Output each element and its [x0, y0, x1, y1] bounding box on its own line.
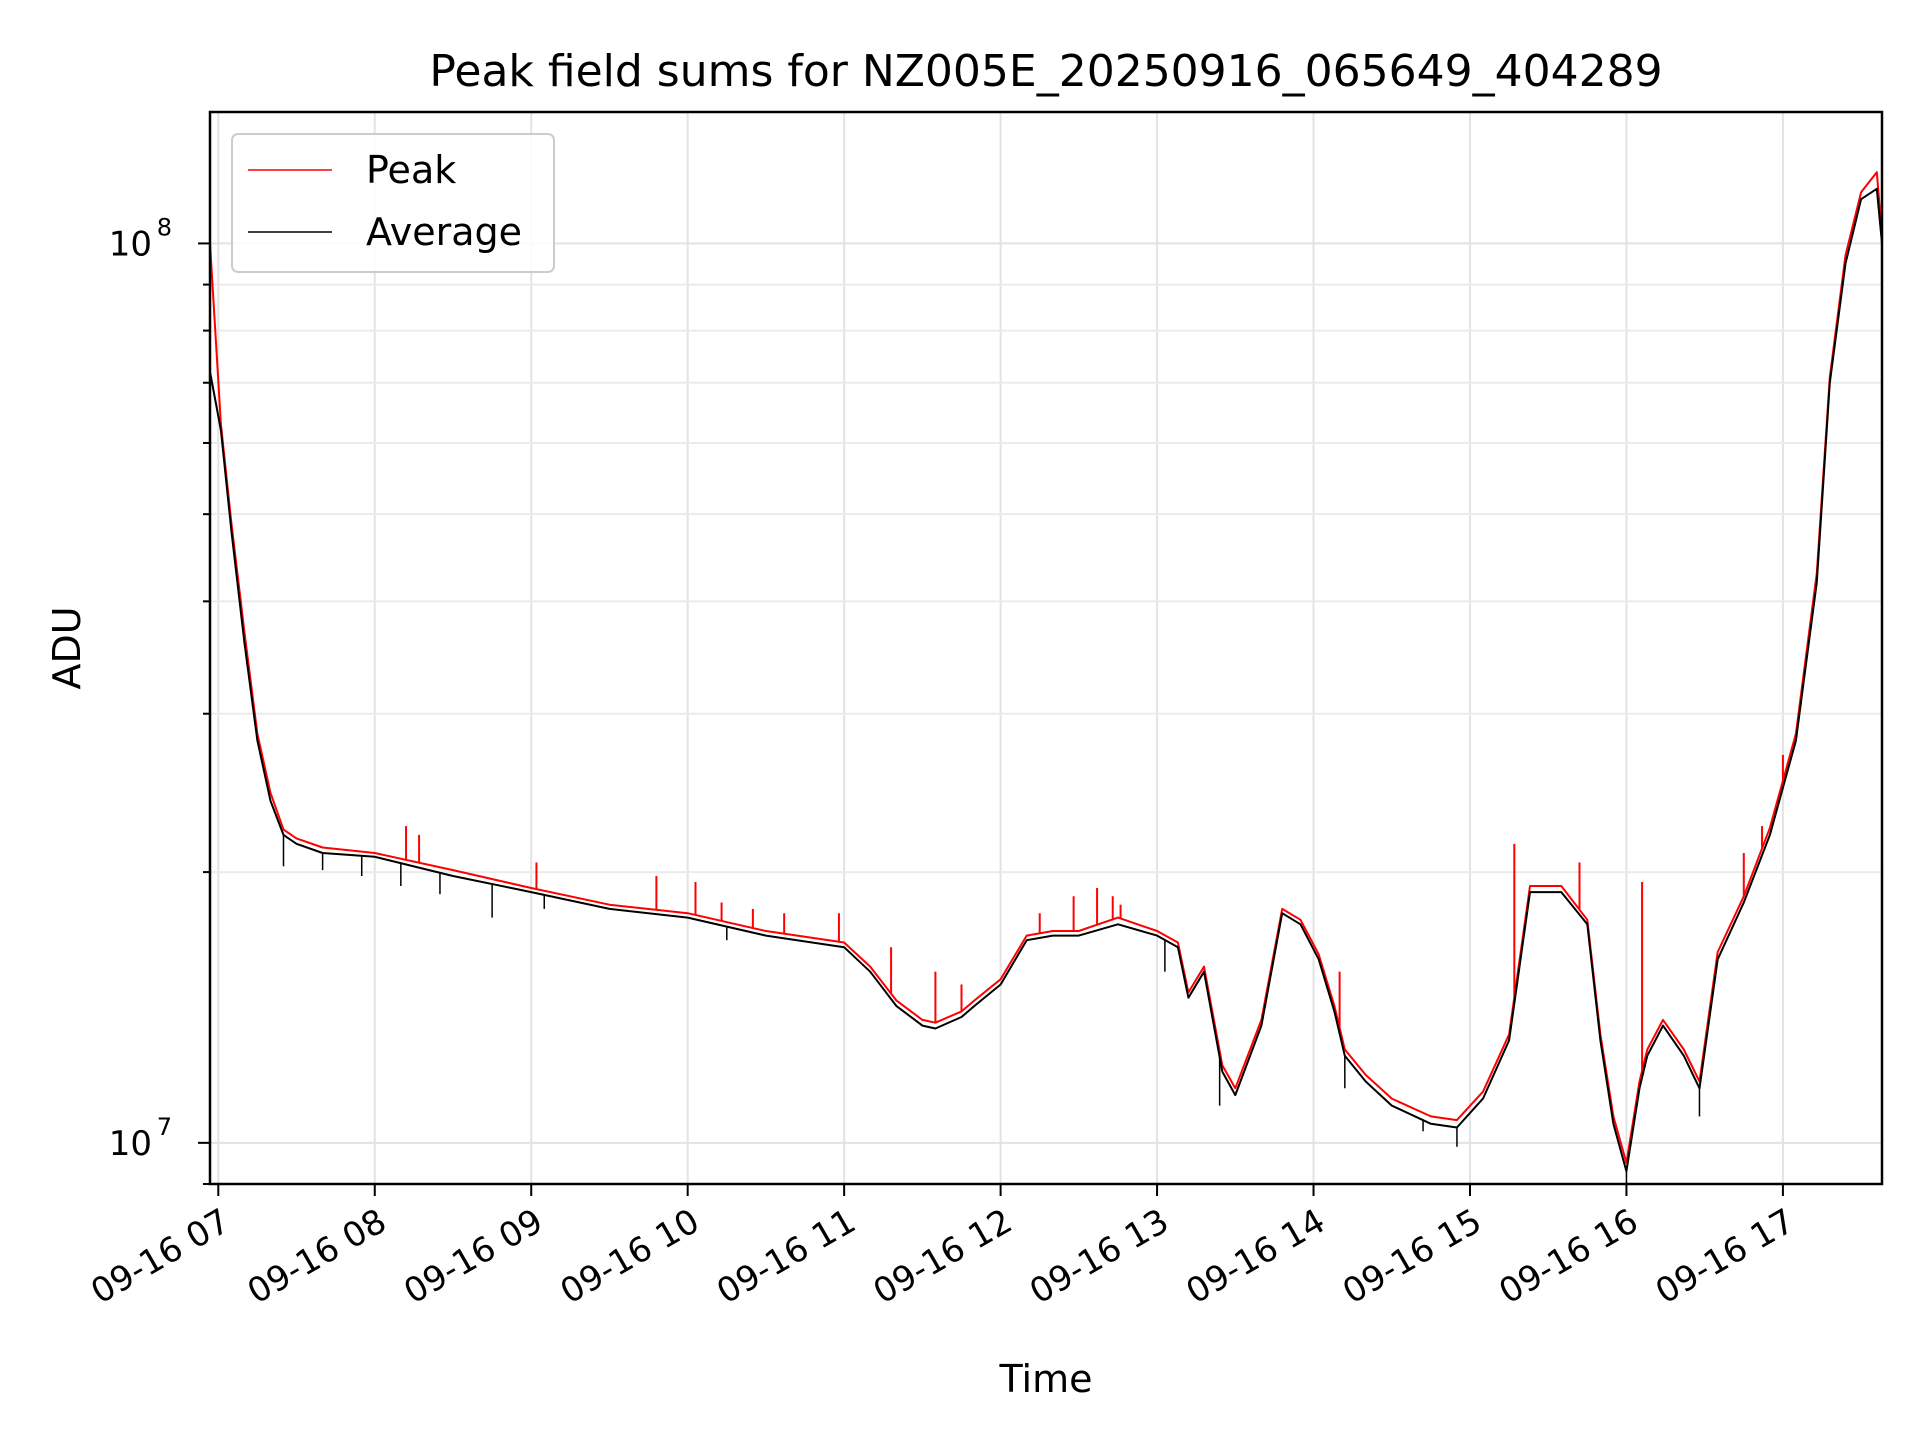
x-axis-ticks: 09-16 07 09-16 08 09-16 09 09-16 10 09-16 11… [84, 1184, 1801, 1312]
y-tick-label: 10 [109, 1124, 152, 1164]
x-tick-label: 09-16 17 [1649, 1201, 1801, 1312]
x-tick-label: 09-16 08 [241, 1201, 393, 1312]
x-tick-label: 09-16 15 [1336, 1201, 1488, 1312]
grid [210, 112, 1882, 1185]
x-tick-label: 09-16 16 [1493, 1201, 1645, 1312]
x-tick-label: 09-16 09 [397, 1201, 549, 1312]
x-tick-label: 09-16 11 [710, 1201, 862, 1312]
average-series-line [209, 187, 1883, 1173]
legend-box [231, 133, 555, 273]
legend-average-label: Average [366, 210, 522, 254]
y-axis-label: ADU [45, 606, 89, 689]
x-tick-label: 09-16 12 [867, 1201, 1019, 1312]
legend-peak-label: Peak [366, 148, 456, 192]
x-tick-label: 09-16 10 [554, 1201, 706, 1312]
y-tick-label: 10 [109, 224, 152, 264]
peak-series-line [209, 171, 1883, 1164]
x-tick-label: 09-16 14 [1180, 1201, 1332, 1312]
x-tick-label: 09-16 13 [1023, 1201, 1175, 1312]
plot-area [209, 171, 1883, 1184]
y-tick-exponent: 8 [157, 213, 172, 241]
chart-title: Peak field sums for NZ005E_20250916_0656… [429, 46, 1662, 97]
axes-frame [208, 110, 1884, 1186]
legend: Peak Average [231, 133, 555, 273]
x-tick-label: 09-16 07 [84, 1201, 236, 1312]
y-tick-exponent: 7 [157, 1113, 172, 1141]
x-axis-label: Time [999, 1357, 1093, 1401]
